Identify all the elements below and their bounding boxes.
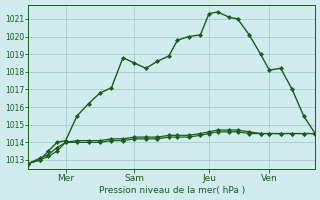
X-axis label: Pression niveau de la mer( hPa ): Pression niveau de la mer( hPa ) <box>99 186 245 195</box>
